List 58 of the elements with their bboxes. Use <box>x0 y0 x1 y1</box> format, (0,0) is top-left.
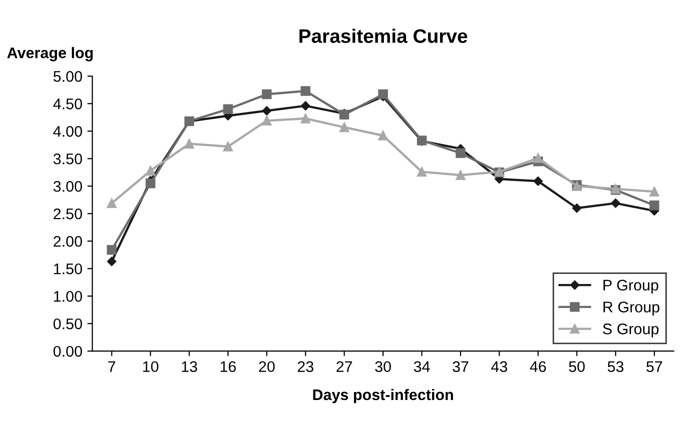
point <box>300 114 310 124</box>
y-tick-label: 3.50 <box>53 153 82 164</box>
point <box>572 203 582 213</box>
x-tick-label: 37 <box>452 361 468 372</box>
x-tick-label: 10 <box>143 361 158 372</box>
point <box>184 138 194 149</box>
point <box>106 198 117 208</box>
y-tick-label: 4.50 <box>53 98 82 110</box>
point <box>610 198 620 208</box>
point <box>650 200 660 210</box>
x-tick-label: 57 <box>646 361 662 372</box>
point <box>223 104 233 114</box>
point <box>378 130 388 140</box>
point <box>533 176 543 186</box>
point <box>533 153 543 163</box>
x-tick-label: 30 <box>375 361 391 372</box>
y-tick-label: 2.00 <box>54 236 82 247</box>
x-axis-title: Days post-infection <box>313 388 453 404</box>
point <box>106 245 117 255</box>
y-tick-label: 2.50 <box>54 208 82 220</box>
point <box>339 122 350 132</box>
y-tick-label: 5.00 <box>53 71 82 82</box>
y-tick-label: 0.00 <box>53 346 82 357</box>
point <box>300 101 310 110</box>
point <box>146 166 156 176</box>
x-tick-label: 7 <box>108 361 116 372</box>
y-tick-label: 1.50 <box>54 263 82 274</box>
point <box>456 148 466 158</box>
legend-label: R Group <box>604 302 660 316</box>
x-tick-label: 23 <box>298 361 314 372</box>
point <box>107 256 116 266</box>
x-tick-label: 27 <box>336 361 352 372</box>
y-tick-label: 3.00 <box>53 180 82 192</box>
point <box>378 89 388 100</box>
legend-label: P Group <box>604 280 658 294</box>
x-tick-label: 50 <box>568 361 585 372</box>
x-tick-label: 20 <box>259 361 275 372</box>
chart-title: Parasitemia Curve <box>299 28 468 43</box>
x-tick-label: 13 <box>182 361 198 372</box>
y-tick-label: 0.50 <box>53 318 82 330</box>
point <box>262 89 272 100</box>
point <box>262 106 272 116</box>
x-tick-label: 53 <box>608 361 624 372</box>
point <box>300 86 310 96</box>
point <box>650 186 660 196</box>
point <box>416 166 427 177</box>
y-tick-label: 4.00 <box>53 126 82 137</box>
x-tick-label: 16 <box>220 361 236 372</box>
legend-label: S Group <box>602 324 659 338</box>
point <box>456 170 466 180</box>
point <box>223 142 233 152</box>
point <box>262 116 272 126</box>
x-tick-label: 34 <box>414 361 430 372</box>
y-tick-label: 1.00 <box>54 290 82 302</box>
x-tick-label: 43 <box>491 361 508 372</box>
point <box>146 178 156 188</box>
x-tick-label: 46 <box>530 361 546 372</box>
y-axis-title: Average log <box>7 47 93 62</box>
